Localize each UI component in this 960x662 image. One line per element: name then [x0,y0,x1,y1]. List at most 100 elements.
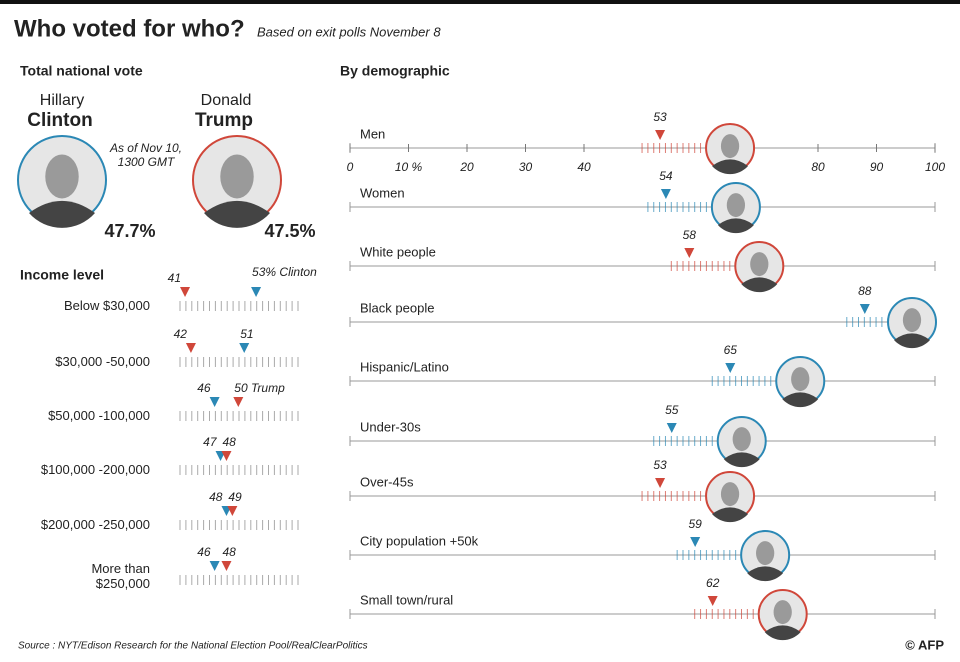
portrait-face [45,154,79,199]
first-name: Donald [201,92,252,109]
portrait-shoulders [712,159,749,175]
last-name: Clinton [27,110,92,131]
row-label: Small town/rural [360,592,453,607]
portrait-face [750,252,769,277]
value-label: 42 [174,327,188,341]
marker [660,189,671,199]
marker [209,561,220,571]
row-label: City population +50k [360,533,479,548]
value-label: 49 [228,490,242,504]
marker [239,343,250,353]
marker [666,423,677,433]
marker [859,304,870,314]
marker [227,506,238,516]
portrait-shoulders [723,452,760,468]
note: As of Nov 10, 1300 GMT [109,141,183,169]
value-label: 50 Trump [234,381,285,395]
row-label: $50,000 -100,000 [48,408,150,423]
marker [725,363,736,373]
portrait-face [220,154,254,199]
marker [251,287,262,297]
marker [707,596,718,606]
credit: © AFP [905,637,944,652]
value-label: 41 [168,271,181,285]
row-label: Below $30,000 [63,298,150,313]
title: Who voted for who? [14,15,245,42]
value-label: 53 [653,458,667,472]
x-tick-label: 20 [459,160,474,174]
row-label: Black people [360,300,434,315]
row-label: Over-45s [360,474,414,489]
value-label: 62 [706,576,720,590]
portrait-shoulders [782,392,819,408]
portrait-face [720,482,740,507]
row-label: More than $250,000 [91,561,150,591]
value-label: 46 [197,381,211,395]
portrait-shoulders [29,200,95,228]
portrait-shoulders [747,566,784,582]
vote-share: 47.7% [104,221,155,241]
portrait-shoulders [741,277,778,293]
value-label: 65 [724,343,738,357]
row-label: Hispanic/Latino [360,359,449,374]
portrait-face [732,427,751,452]
x-tick-label: 100 [925,160,945,174]
row-label: $200,000 -250,000 [40,517,150,532]
value-label: 48 [222,435,236,449]
portrait-shoulders [712,507,749,523]
portrait-face [791,367,810,392]
x-tick-label: 40 [577,160,591,174]
value-label: 48 [209,490,223,504]
row-label: Men [360,126,385,141]
marker [185,343,196,353]
value-label: 48 [222,545,236,559]
value-label: 55 [665,403,679,417]
value-label: 46 [197,545,211,559]
x-tick-label: 80 [811,160,825,174]
value-label: 54 [659,169,673,183]
value-label: 58 [683,228,697,242]
row-label: White people [360,244,436,259]
portrait-shoulders [764,625,801,641]
portrait-face [726,193,746,218]
row-label: Women [360,185,405,200]
value-label: 53 [653,110,667,124]
section-title: By demographic [340,63,450,79]
row-label: $30,000 -50,000 [55,354,150,369]
portrait-face [720,134,740,159]
marker [655,130,666,140]
x-tick-label: 0 [347,160,354,174]
marker [655,478,666,488]
marker [684,248,695,258]
x-tick-label: 10 % [395,160,423,174]
marker [233,397,244,407]
portrait-shoulders [717,218,754,234]
portrait-face [756,541,775,566]
section-title: Income level [20,267,104,283]
x-tick-label: 90 [870,160,884,174]
first-name: Hillary [40,92,84,109]
vote-share: 47.5% [264,221,315,241]
subtitle: Based on exit polls November 8 [257,24,441,39]
portrait-face [773,600,792,625]
last-name: Trump [195,110,253,131]
value-label: 59 [688,517,702,531]
top-bar [0,0,960,4]
portrait-shoulders [204,200,270,228]
value-label: 53% Clinton [252,265,317,279]
marker [221,451,232,461]
value-label: 51 [240,327,253,341]
marker [180,287,191,297]
row-label: $100,000 -200,000 [40,462,150,477]
section-title: Total national vote [20,63,143,79]
portrait-face [902,308,922,333]
portrait-shoulders [894,333,930,349]
marker [209,397,220,407]
x-tick-label: 30 [519,160,533,174]
value-label: 88 [858,284,872,298]
row-label: Under-30s [360,419,421,434]
source: Source : NYT/Edison Research for the Nat… [18,641,368,652]
marker [221,561,232,571]
